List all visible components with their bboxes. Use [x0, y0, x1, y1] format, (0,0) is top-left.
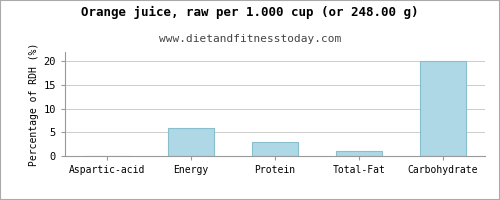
Bar — [336, 151, 382, 156]
Bar — [252, 142, 298, 156]
Y-axis label: Percentage of RDH (%): Percentage of RDH (%) — [30, 42, 40, 166]
Text: Orange juice, raw per 1.000 cup (or 248.00 g): Orange juice, raw per 1.000 cup (or 248.… — [81, 6, 419, 19]
Bar — [168, 128, 214, 156]
Bar — [420, 61, 466, 156]
Text: www.dietandfitnesstoday.com: www.dietandfitnesstoday.com — [159, 34, 341, 44]
